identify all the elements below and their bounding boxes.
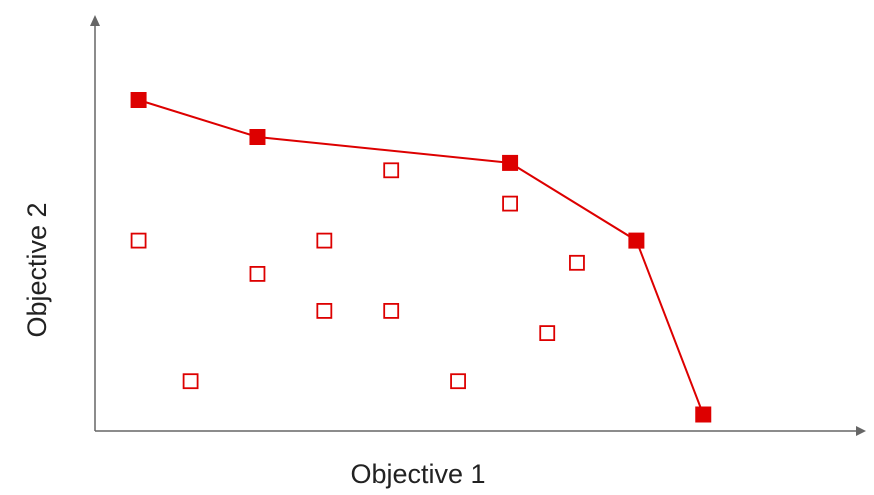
x-axis-arrow — [856, 426, 866, 436]
dominated-point-2 — [182, 373, 199, 390]
dominated-point-4 — [316, 232, 333, 249]
x-axis-label: Objective 1 — [350, 459, 485, 489]
front-line — [138, 99, 705, 415]
front-point-4 — [628, 232, 645, 249]
dominated-point-5 — [316, 302, 333, 319]
dominated-point-7 — [383, 302, 400, 319]
y-axis-arrow — [90, 15, 100, 26]
front-point-2 — [249, 129, 266, 145]
dominated-point-6 — [383, 162, 400, 179]
y-axis-label: Objective 2 — [22, 202, 52, 337]
marker-layer — [130, 92, 712, 423]
dominated-point-10 — [539, 325, 556, 342]
axes — [90, 15, 866, 436]
dominated-point-1 — [130, 232, 147, 249]
dominated-point-9 — [502, 195, 518, 212]
front-point-5 — [695, 406, 712, 423]
front-line-layer — [138, 99, 705, 415]
front-point-1 — [130, 92, 147, 108]
dominated-point-11 — [569, 254, 585, 271]
front-point-3 — [502, 154, 519, 171]
dominated-point-8 — [450, 373, 466, 390]
dominated-point-3 — [249, 265, 266, 282]
